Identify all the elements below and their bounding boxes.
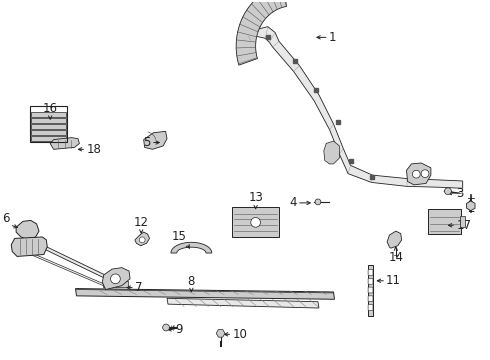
Polygon shape <box>75 289 335 299</box>
Bar <box>31 136 66 140</box>
Polygon shape <box>368 265 373 316</box>
Circle shape <box>315 199 321 205</box>
Text: 15: 15 <box>172 230 187 243</box>
Text: 2: 2 <box>467 202 474 215</box>
Text: 7: 7 <box>135 281 143 294</box>
FancyBboxPatch shape <box>368 296 373 302</box>
Bar <box>31 118 66 123</box>
Polygon shape <box>248 27 463 188</box>
Bar <box>103 281 127 287</box>
Text: 6: 6 <box>2 212 10 225</box>
Circle shape <box>421 170 429 177</box>
Text: 12: 12 <box>134 216 149 229</box>
Circle shape <box>111 274 121 284</box>
Polygon shape <box>11 237 47 256</box>
Bar <box>30 107 67 141</box>
Text: 16: 16 <box>43 102 58 115</box>
Text: 13: 13 <box>248 192 263 204</box>
Text: 3: 3 <box>456 186 464 200</box>
Bar <box>232 207 279 238</box>
Circle shape <box>413 170 420 178</box>
Polygon shape <box>135 232 149 246</box>
Text: 10: 10 <box>232 328 247 341</box>
Text: 17: 17 <box>456 219 471 232</box>
Polygon shape <box>167 298 319 308</box>
Text: 8: 8 <box>188 275 195 288</box>
Bar <box>31 124 66 129</box>
Circle shape <box>139 237 145 243</box>
Polygon shape <box>324 141 340 164</box>
FancyBboxPatch shape <box>368 287 373 293</box>
Circle shape <box>251 217 261 227</box>
Polygon shape <box>171 242 212 253</box>
Bar <box>31 112 66 117</box>
Polygon shape <box>387 231 402 248</box>
Text: 11: 11 <box>386 274 401 287</box>
FancyBboxPatch shape <box>368 278 373 284</box>
Text: 9: 9 <box>175 323 183 336</box>
Polygon shape <box>102 267 130 289</box>
Text: 4: 4 <box>290 197 297 210</box>
Polygon shape <box>16 220 39 240</box>
Bar <box>31 130 66 135</box>
Text: 5: 5 <box>144 136 151 149</box>
Polygon shape <box>50 138 79 149</box>
Polygon shape <box>144 131 167 149</box>
Text: 18: 18 <box>86 143 101 156</box>
Circle shape <box>444 188 451 195</box>
Text: 1: 1 <box>329 31 336 44</box>
FancyBboxPatch shape <box>368 305 373 310</box>
Circle shape <box>163 324 170 331</box>
Polygon shape <box>407 163 431 185</box>
Polygon shape <box>236 0 287 65</box>
Bar <box>428 209 461 234</box>
FancyBboxPatch shape <box>368 270 373 275</box>
Text: 14: 14 <box>389 251 403 264</box>
Bar <box>460 216 465 227</box>
